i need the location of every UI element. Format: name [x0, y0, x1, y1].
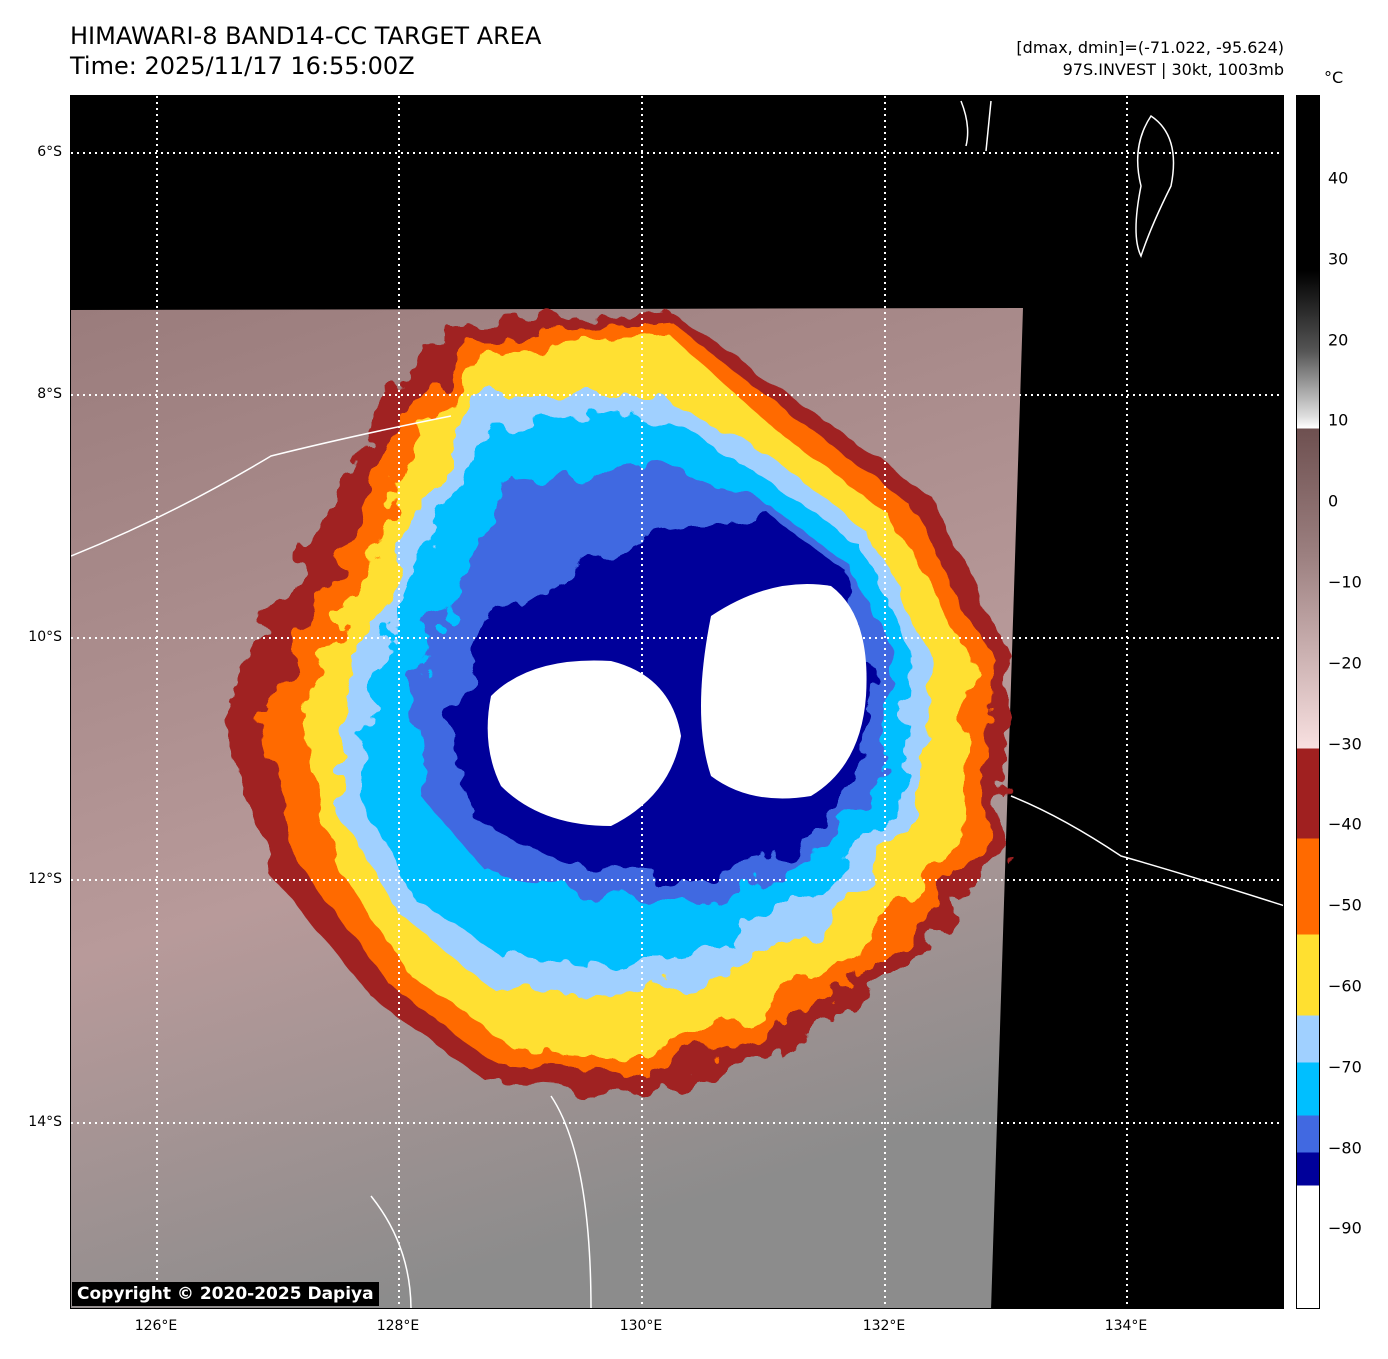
colorbar-tick: 10 [1328, 410, 1349, 430]
lon-tick: 132°E [862, 1318, 906, 1334]
lon-tick: 126°E [134, 1318, 178, 1334]
graticule [71, 96, 1283, 1308]
satellite-map [70, 95, 1284, 1309]
lat-tick: 6°S [37, 144, 62, 160]
colorbar [1296, 95, 1320, 1309]
overshooting-top-east [701, 584, 867, 799]
colorbar-tick: −60 [1328, 976, 1362, 996]
copyright-label: Copyright © 2020-2025 Dapiya [72, 1282, 379, 1306]
overshooting-top-west [487, 660, 681, 826]
colorbar-tick: 0 [1328, 491, 1339, 511]
storm-info: 97S.INVEST | 30kt, 1003mb [1062, 60, 1284, 79]
colorbar-tick: −90 [1328, 1218, 1362, 1238]
colorbar-tick: 20 [1328, 330, 1349, 350]
lon-tick: 130°E [619, 1318, 663, 1334]
colorbar-tick: −30 [1328, 734, 1362, 754]
colorbar-unit: °C [1324, 68, 1344, 87]
lat-tick: 8°S [37, 386, 62, 402]
colorbar-tick: 30 [1328, 249, 1349, 269]
colorbar-tick: −20 [1328, 653, 1362, 673]
storm-cloud-tops [221, 311, 1011, 1096]
lon-tick: 128°E [376, 1318, 420, 1334]
colorbar-tick: −50 [1328, 895, 1362, 915]
lat-tick: 14°S [28, 1114, 62, 1130]
colorbar-tick: −10 [1328, 572, 1362, 592]
colorbar-tick: −80 [1328, 1138, 1362, 1158]
colorbar-tick: −70 [1328, 1057, 1362, 1077]
colorbar-tick: −40 [1328, 814, 1362, 834]
lat-tick: 12°S [28, 871, 62, 887]
chart-time: Time: 2025/11/17 16:55:00Z [70, 52, 415, 80]
lon-tick: 134°E [1104, 1318, 1148, 1334]
coastlines [71, 100, 1283, 1308]
lat-tick: 10°S [28, 629, 62, 645]
colorbar-tick: 40 [1328, 168, 1349, 188]
data-range: [dmax, dmin]=(-71.022, -95.624) [1016, 38, 1284, 57]
chart-title: HIMAWARI-8 BAND14-CC TARGET AREA [70, 22, 542, 50]
